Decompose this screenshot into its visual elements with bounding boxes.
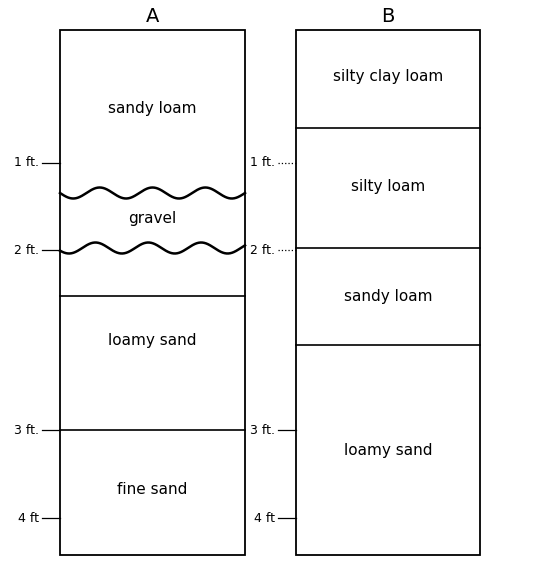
Text: loamy sand: loamy sand bbox=[344, 442, 432, 457]
Text: 2 ft.: 2 ft. bbox=[250, 243, 275, 257]
Text: gravel: gravel bbox=[129, 211, 177, 225]
Text: sandy loam: sandy loam bbox=[344, 289, 432, 303]
Text: 4 ft: 4 ft bbox=[18, 512, 39, 524]
Text: A: A bbox=[146, 6, 159, 26]
Text: fine sand: fine sand bbox=[117, 482, 188, 498]
Text: 3 ft.: 3 ft. bbox=[14, 424, 39, 436]
Text: 1 ft.: 1 ft. bbox=[14, 157, 39, 169]
Bar bbox=[60, 30, 245, 555]
Text: silty clay loam: silty clay loam bbox=[333, 69, 443, 84]
Text: 4 ft: 4 ft bbox=[254, 512, 275, 524]
Text: B: B bbox=[381, 6, 395, 26]
Text: silty loam: silty loam bbox=[351, 179, 425, 194]
Bar bbox=[296, 30, 480, 555]
Text: 3 ft.: 3 ft. bbox=[250, 424, 275, 436]
Text: 2 ft.: 2 ft. bbox=[14, 243, 39, 257]
Text: loamy sand: loamy sand bbox=[108, 332, 197, 347]
Text: 1 ft.: 1 ft. bbox=[250, 157, 275, 169]
Text: sandy loam: sandy loam bbox=[108, 101, 197, 115]
